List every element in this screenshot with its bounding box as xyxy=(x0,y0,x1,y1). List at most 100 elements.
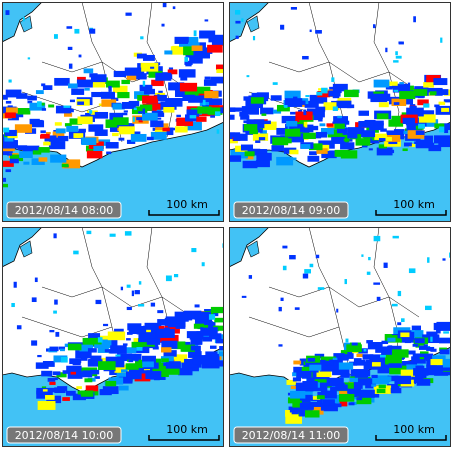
lake xyxy=(246,15,260,33)
rain-cell xyxy=(415,139,433,149)
rain-cell xyxy=(126,371,142,380)
panel-border xyxy=(229,2,451,222)
rain-cell xyxy=(381,340,389,345)
rain-cell xyxy=(338,393,355,402)
rain-cell xyxy=(35,362,49,369)
rain-cell xyxy=(134,373,151,382)
rain-cell xyxy=(401,318,405,323)
rain-cell xyxy=(168,82,185,91)
rain-cell xyxy=(184,121,202,131)
rain-cell xyxy=(301,366,311,371)
rain-cell xyxy=(155,72,172,81)
rain-cell xyxy=(411,325,422,331)
rain-cell xyxy=(381,349,393,356)
rain-cell xyxy=(312,396,321,400)
rain-cell xyxy=(40,130,46,134)
rain-cell xyxy=(126,284,131,288)
prefecture-border xyxy=(308,2,350,143)
rain-cell xyxy=(114,328,124,334)
rain-cell xyxy=(370,93,388,103)
rain-cell xyxy=(229,155,242,162)
rain-cell xyxy=(338,362,354,370)
rain-cell xyxy=(77,116,93,125)
prefecture-border xyxy=(268,61,420,93)
rain-cell xyxy=(240,115,250,120)
rain-cell xyxy=(49,346,59,352)
rain-cell xyxy=(350,369,369,378)
prefecture-border xyxy=(268,286,420,318)
rain-cell xyxy=(308,143,323,151)
rain-cell xyxy=(80,371,93,378)
rain-cell xyxy=(194,311,212,320)
rain-cell xyxy=(438,138,451,148)
rain-cell xyxy=(272,137,289,146)
rain-cell xyxy=(126,306,132,311)
rain-cell xyxy=(402,117,416,125)
rain-cell xyxy=(128,359,134,363)
rain-cell xyxy=(209,98,223,106)
rain-cell xyxy=(167,69,178,75)
rain-cell xyxy=(157,319,171,326)
rain-cell xyxy=(88,333,101,340)
rain-cell xyxy=(31,340,38,346)
rain-cell xyxy=(22,17,25,22)
rain-cell xyxy=(57,386,68,392)
rain-cell xyxy=(245,155,254,160)
rain-cell xyxy=(208,34,224,43)
rain-cell xyxy=(92,81,106,88)
rain-cell xyxy=(84,378,93,383)
rain-cell xyxy=(309,151,317,156)
rain-cell xyxy=(339,355,349,361)
rain-cell xyxy=(158,325,165,329)
rain-cell xyxy=(345,338,349,343)
rain-cell xyxy=(317,144,330,151)
rain-cell xyxy=(233,133,248,141)
rain-cell xyxy=(180,77,188,81)
rain-cell xyxy=(376,388,386,394)
rain-cell xyxy=(54,122,62,126)
rain-cell xyxy=(9,154,24,162)
rain-cell xyxy=(286,379,297,385)
rain-cell xyxy=(271,145,284,152)
lake xyxy=(19,15,33,33)
rain-cell xyxy=(430,359,443,366)
rain-cell xyxy=(301,399,310,403)
rain-cell xyxy=(38,157,48,162)
map-content xyxy=(2,227,224,447)
rain-cell xyxy=(439,349,450,355)
rain-cell xyxy=(113,117,129,126)
rain-cell xyxy=(316,148,328,154)
rain-cell xyxy=(156,109,162,112)
rain-cell xyxy=(54,77,70,86)
rain-cell xyxy=(380,128,387,132)
rain-cell xyxy=(426,331,438,338)
rain-cell xyxy=(175,323,186,329)
rain-cell xyxy=(298,109,303,112)
rain-cell xyxy=(444,127,449,134)
rain-cell xyxy=(119,385,129,391)
rain-cell xyxy=(321,87,328,94)
rain-cell xyxy=(195,42,206,48)
rain-cell xyxy=(55,128,66,134)
rain-cell xyxy=(376,147,393,156)
rain-cell xyxy=(113,70,127,78)
rain-cell xyxy=(436,89,449,96)
rain-cell xyxy=(81,137,97,145)
rain-cell xyxy=(371,362,381,367)
rain-cell xyxy=(117,353,133,362)
rain-cell xyxy=(37,354,42,358)
rain-cell xyxy=(344,279,347,285)
rain-cell xyxy=(36,390,53,399)
rain-cell xyxy=(19,151,33,159)
rain-cell xyxy=(280,24,285,30)
rain-cell xyxy=(42,360,55,367)
rain-cell xyxy=(413,368,429,376)
rain-cell xyxy=(416,378,431,386)
rain-cell xyxy=(397,290,402,297)
rain-cell xyxy=(429,91,438,96)
rain-cell xyxy=(309,364,322,371)
rain-cell xyxy=(371,375,390,384)
rain-cell xyxy=(142,355,156,363)
rain-cell xyxy=(302,358,308,361)
rain-cell xyxy=(67,46,73,50)
